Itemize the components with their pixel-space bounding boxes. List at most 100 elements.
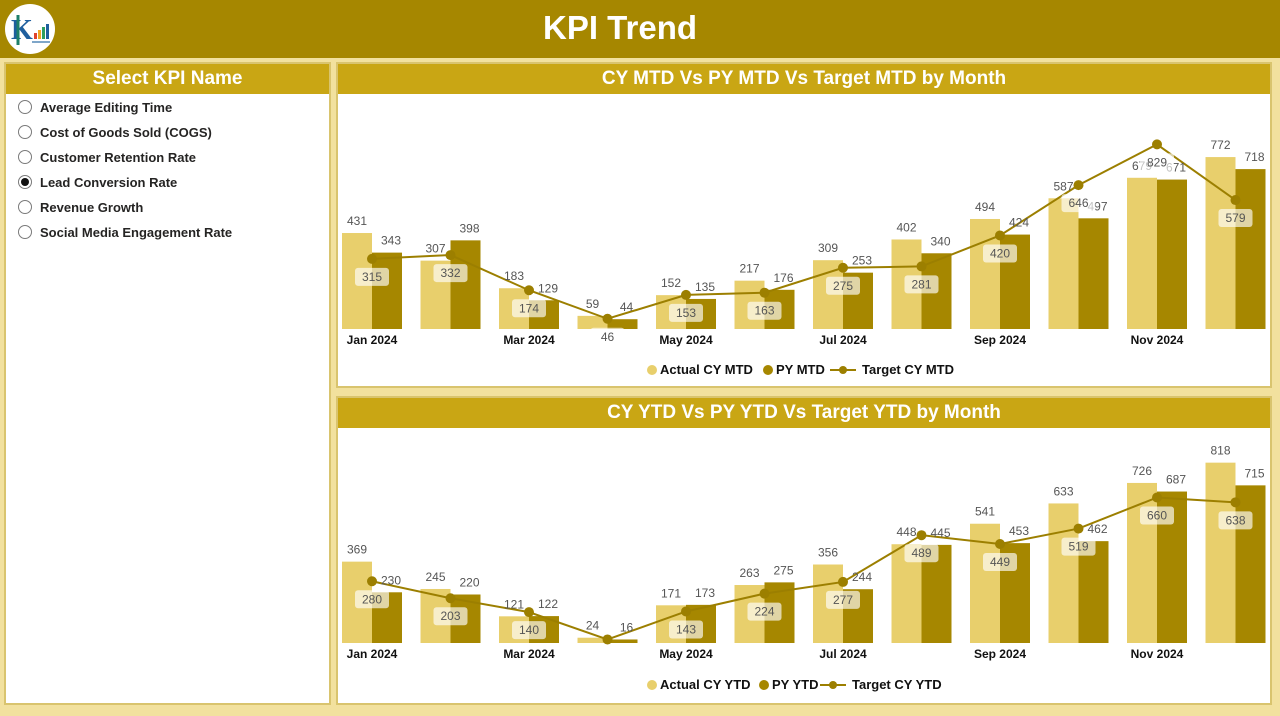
target-point (367, 576, 377, 587)
target-point (838, 262, 848, 273)
bar-actual (577, 315, 608, 329)
legend-target-marker (839, 366, 847, 374)
legend-py-marker (763, 365, 773, 375)
radio-button-icon[interactable] (18, 125, 32, 139)
slicer-title: Select KPI Name (6, 64, 329, 94)
label-actual: 402 (896, 220, 916, 234)
bar-py (450, 240, 481, 329)
kpi-option-lead-conversion-rate[interactable]: Lead Conversion Rate (18, 172, 177, 192)
kpi-option-average-editing-time[interactable]: Average Editing Time (18, 97, 172, 117)
radio-button-checked-icon[interactable] (18, 175, 32, 189)
target-point (445, 250, 456, 261)
mtd-chart-title: CY MTD Vs PY MTD Vs Target MTD by Month (338, 64, 1270, 94)
label-target-bg (1061, 194, 1096, 213)
target-point (602, 313, 613, 324)
label-py: 275 (773, 563, 793, 577)
legend-actual-marker (647, 680, 657, 690)
label-py: 340 (930, 234, 950, 248)
label-target: 203 (440, 609, 460, 623)
kpi-slicer-panel: Select KPI Name Average Editing Time Cos… (4, 62, 331, 705)
label-target: 174 (519, 301, 539, 315)
label-actual: 24 (586, 619, 600, 633)
label-target-bg (590, 327, 625, 346)
label-actual: 171 (661, 586, 681, 600)
bar-py (1235, 485, 1266, 643)
target-line (371, 496, 1236, 641)
x-axis-tick-label: Jul 2024 (819, 647, 867, 661)
label-actual: 245 (425, 570, 445, 584)
label-target: 153 (676, 306, 696, 320)
label-target-bg (904, 275, 939, 294)
target-point (759, 287, 770, 298)
radio-button-icon[interactable] (18, 150, 32, 164)
label-actual: 633 (1053, 484, 1073, 498)
radio-button-icon[interactable] (18, 100, 32, 114)
bar-py (1078, 541, 1109, 643)
label-target-bg (1218, 511, 1253, 530)
legend-target-marker (829, 681, 837, 689)
label-actual: 307 (425, 242, 445, 256)
label-py: 718 (1244, 150, 1264, 164)
label-target: 660 (1147, 508, 1167, 522)
bar-actual (1048, 503, 1079, 643)
target-point (838, 576, 848, 587)
mtd-chart-panel: CY MTD Vs PY MTD Vs Target MTD by Month … (336, 62, 1272, 388)
label-target: 646 (1068, 196, 1088, 210)
label-py: 453 (1009, 524, 1029, 538)
kpi-option-social-media-engagement-rate[interactable]: Social Media Engagement Rate (18, 222, 232, 242)
header-bar: K KPI Trend (0, 0, 1280, 58)
legend-actual-marker (647, 365, 657, 375)
ytd-chart-title: CY YTD Vs PY YTD Vs Target YTD by Month (338, 398, 1270, 428)
legend-py-label: PY YTD (772, 677, 818, 692)
target-point (524, 285, 534, 296)
label-actual: 818 (1210, 444, 1230, 458)
radio-button-icon[interactable] (18, 200, 32, 214)
x-axis-tick-label: Mar 2024 (503, 647, 555, 661)
label-actual: 726 (1132, 464, 1152, 478)
label-target-bg (983, 553, 1017, 572)
label-target-bg (433, 264, 468, 283)
x-axis-tick-label: Nov 2024 (1131, 333, 1184, 347)
label-target-bg (1140, 506, 1174, 525)
label-target: 143 (676, 622, 696, 636)
legend-actual-label: Actual CY YTD (660, 677, 751, 692)
label-target-bg (983, 244, 1017, 263)
kpi-option-cogs[interactable]: Cost of Goods Sold (COGS) (18, 122, 212, 142)
target-point (1230, 497, 1241, 508)
label-py: 230 (381, 573, 401, 587)
label-target-bg (669, 303, 703, 322)
label-py: 343 (381, 234, 401, 248)
page-title: KPI Trend (542, 9, 698, 46)
target-point (524, 607, 534, 618)
target-point (367, 253, 377, 264)
kpi-option-label: Lead Conversion Rate (40, 174, 178, 190)
label-target: 280 (362, 592, 382, 606)
radio-button-icon[interactable] (18, 225, 32, 239)
label-target: 163 (754, 304, 774, 318)
label-actual: 431 (347, 214, 367, 228)
x-axis-tick-label: Sep 2024 (974, 333, 1026, 347)
kpi-option-revenue-growth[interactable]: Revenue Growth (18, 197, 143, 217)
label-actual: 59 (586, 297, 600, 311)
label-actual: 309 (818, 241, 838, 255)
label-target-bg (747, 602, 782, 621)
label-target-bg (826, 276, 860, 295)
target-point (1073, 180, 1084, 191)
kpi-option-customer-retention-rate[interactable]: Customer Retention Rate (18, 147, 196, 167)
label-actual: 587 (1053, 179, 1073, 193)
label-actual: 183 (504, 269, 524, 283)
label-target: 829 (1147, 155, 1167, 169)
label-target-bg (433, 607, 468, 626)
target-line (371, 143, 1237, 320)
legend-actual-label: Actual CY MTD (660, 362, 753, 377)
bar-py (1078, 218, 1109, 329)
target-point (1152, 492, 1162, 503)
label-actual: 772 (1210, 138, 1230, 152)
label-target-bg (512, 621, 546, 640)
x-axis-tick-label: Jul 2024 (819, 333, 867, 347)
x-axis-tick-label: May 2024 (659, 333, 713, 347)
kpi-option-label: Average Editing Time (40, 99, 173, 115)
label-target: 489 (911, 546, 931, 560)
label-target: 579 (1225, 211, 1245, 225)
x-axis-tick-label: Jan 2024 (347, 333, 398, 347)
